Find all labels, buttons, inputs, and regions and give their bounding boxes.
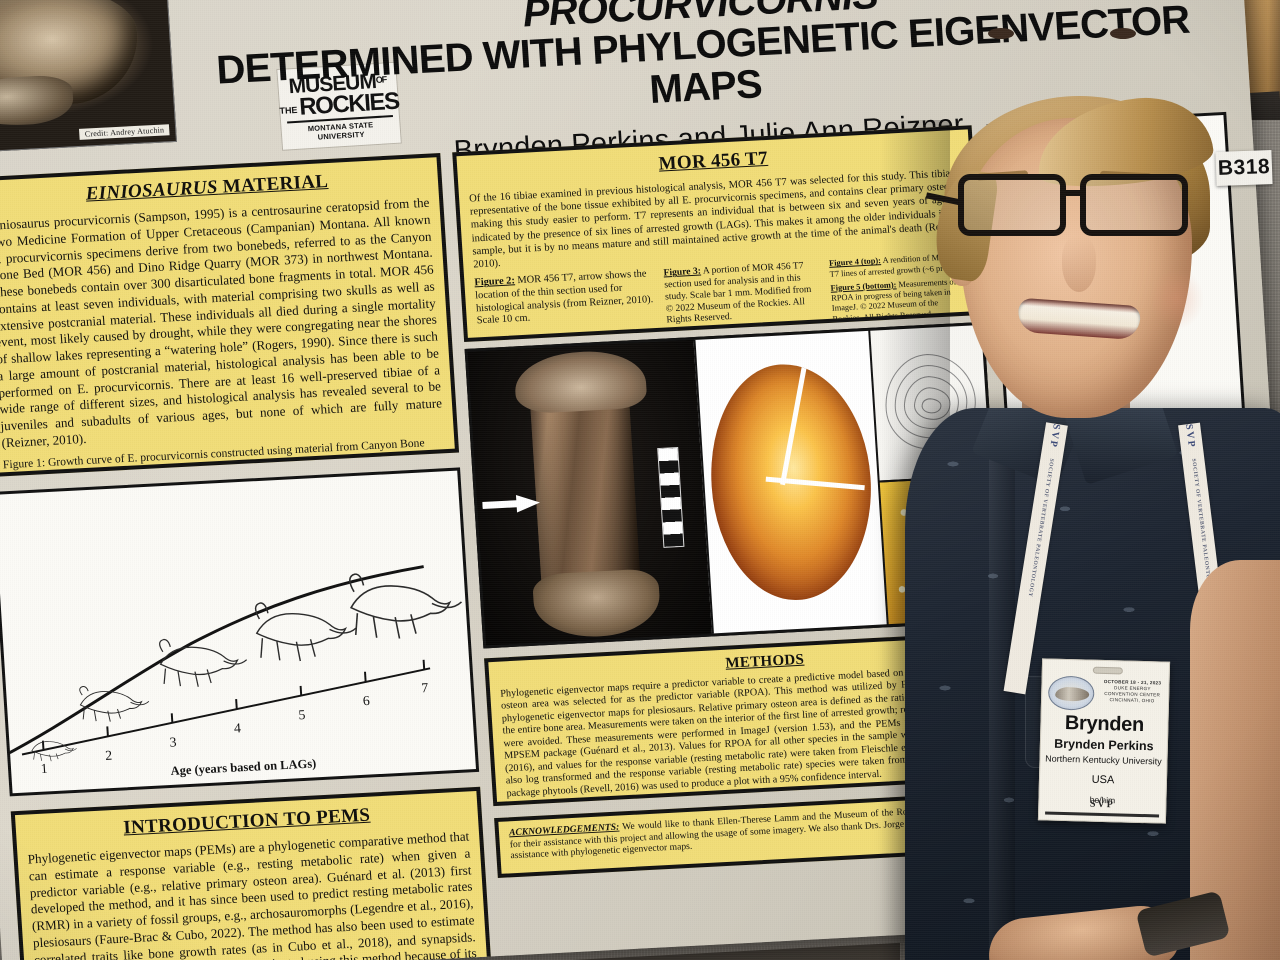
- x-tick-labels: 1 2 3 4 5 6 7: [40, 680, 429, 776]
- svg-text:3: 3: [169, 734, 177, 749]
- cheek: [1150, 268, 1204, 330]
- lanyard-abbr-left: SVP: [1047, 423, 1063, 450]
- badge-org-abbr: SVP: [1089, 798, 1115, 811]
- badge-full-name: Brynden Perkins: [1054, 736, 1154, 754]
- eyeglasses: [925, 168, 1204, 250]
- lens-left: [958, 174, 1066, 236]
- badge-logo-skull-shape: [1055, 686, 1090, 702]
- svg-text:1: 1: [40, 761, 48, 776]
- dinosaur-silhouettes: [31, 573, 463, 762]
- growth-curve-line: [0, 565, 424, 759]
- eye-left: [988, 28, 1014, 39]
- conference-name-badge: OCTOBER 18 - 21, 2023 DUKE ENERGY CONVEN…: [1037, 658, 1171, 824]
- svg-text:6: 6: [362, 693, 370, 708]
- nose: [1062, 236, 1096, 292]
- svg-text:5: 5: [298, 707, 306, 722]
- figure-2-tibia-photo: [467, 340, 713, 646]
- lens-right: [1080, 174, 1188, 236]
- eye-right: [1110, 28, 1136, 39]
- badge-slot: [1092, 666, 1123, 675]
- figure-1-growth-curve: 1 2 3 4 5 6 7 Age (years based on LAGs): [0, 467, 480, 797]
- section-location-arrow: [481, 495, 540, 513]
- badge-footer-rule: [1045, 811, 1160, 818]
- badge-affiliation: Northern Kentucky University: [1045, 753, 1162, 767]
- growth-curve-svg: 1 2 3 4 5 6 7: [0, 565, 463, 776]
- badge-identity: Brynden Brynden Perkins Northern Kentuck…: [1039, 711, 1167, 806]
- badge-footer: SVP: [1039, 797, 1165, 818]
- svg-text:7: 7: [421, 680, 429, 695]
- svp-skull-logo-icon: [1047, 675, 1095, 711]
- badge-country: USA: [1091, 773, 1115, 787]
- badge-first-name: Brynden: [1064, 711, 1145, 737]
- x-axis-line: [21, 667, 431, 756]
- lanyard-abbr-right: SVP: [1183, 423, 1198, 450]
- svg-text:4: 4: [234, 720, 242, 735]
- glasses-bridge: [1064, 190, 1084, 196]
- x-axis-ticks: [41, 659, 426, 751]
- badge-event-info: OCTOBER 18 - 21, 2023 DUKE ENERGY CONVEN…: [1098, 679, 1167, 705]
- svg-text:2: 2: [105, 748, 113, 763]
